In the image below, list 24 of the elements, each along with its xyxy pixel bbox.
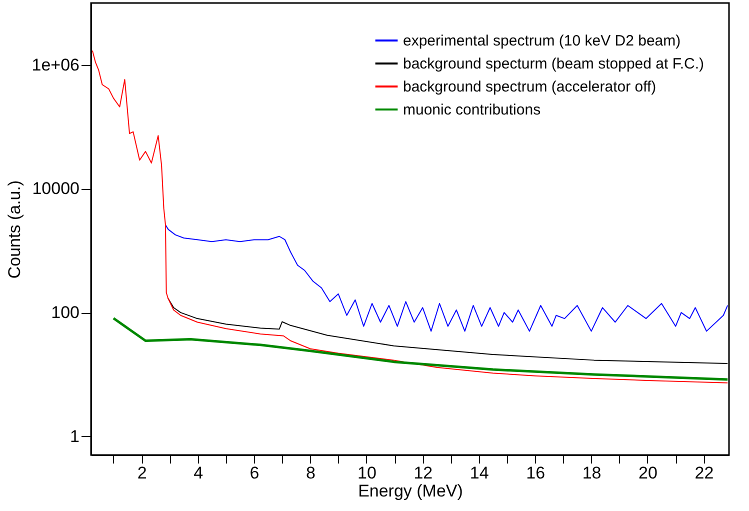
x-tick-label: 20: [638, 464, 658, 482]
x-tick-label: 16: [526, 464, 546, 482]
line-series: [112, 316, 729, 381]
x-axis-title: Energy (MeV): [358, 482, 463, 500]
y-axis-title: Counts (a.u.): [4, 180, 24, 279]
line-series: [164, 224, 728, 332]
x-tick-label: 14: [470, 464, 489, 482]
y-tick-label: 1: [70, 426, 80, 446]
x-tick-label: 4: [194, 464, 204, 482]
legend-label: background specturm (beam stopped at F.C.): [403, 56, 704, 72]
legend-label: experimental spectrum (10 keV D2 beam): [403, 32, 681, 50]
legend-label: muonic contributions: [403, 102, 541, 118]
x-tick-label: 22: [694, 464, 714, 482]
y-tick-label: 100: [51, 303, 80, 322]
line-series: [92, 50, 728, 384]
y-tick-label: 1e+06: [32, 55, 80, 74]
y-tick-label: 10000: [32, 179, 80, 198]
x-tick-label: 6: [250, 464, 260, 482]
legend-label: background spectrum (accelerator off): [403, 78, 656, 96]
x-tick-label: 12: [414, 464, 433, 482]
x-tick-label: 10: [357, 464, 376, 482]
x-tick-label: 18: [582, 464, 602, 482]
x-tick-label: 8: [306, 464, 316, 482]
x-tick-label: 2: [137, 464, 147, 482]
